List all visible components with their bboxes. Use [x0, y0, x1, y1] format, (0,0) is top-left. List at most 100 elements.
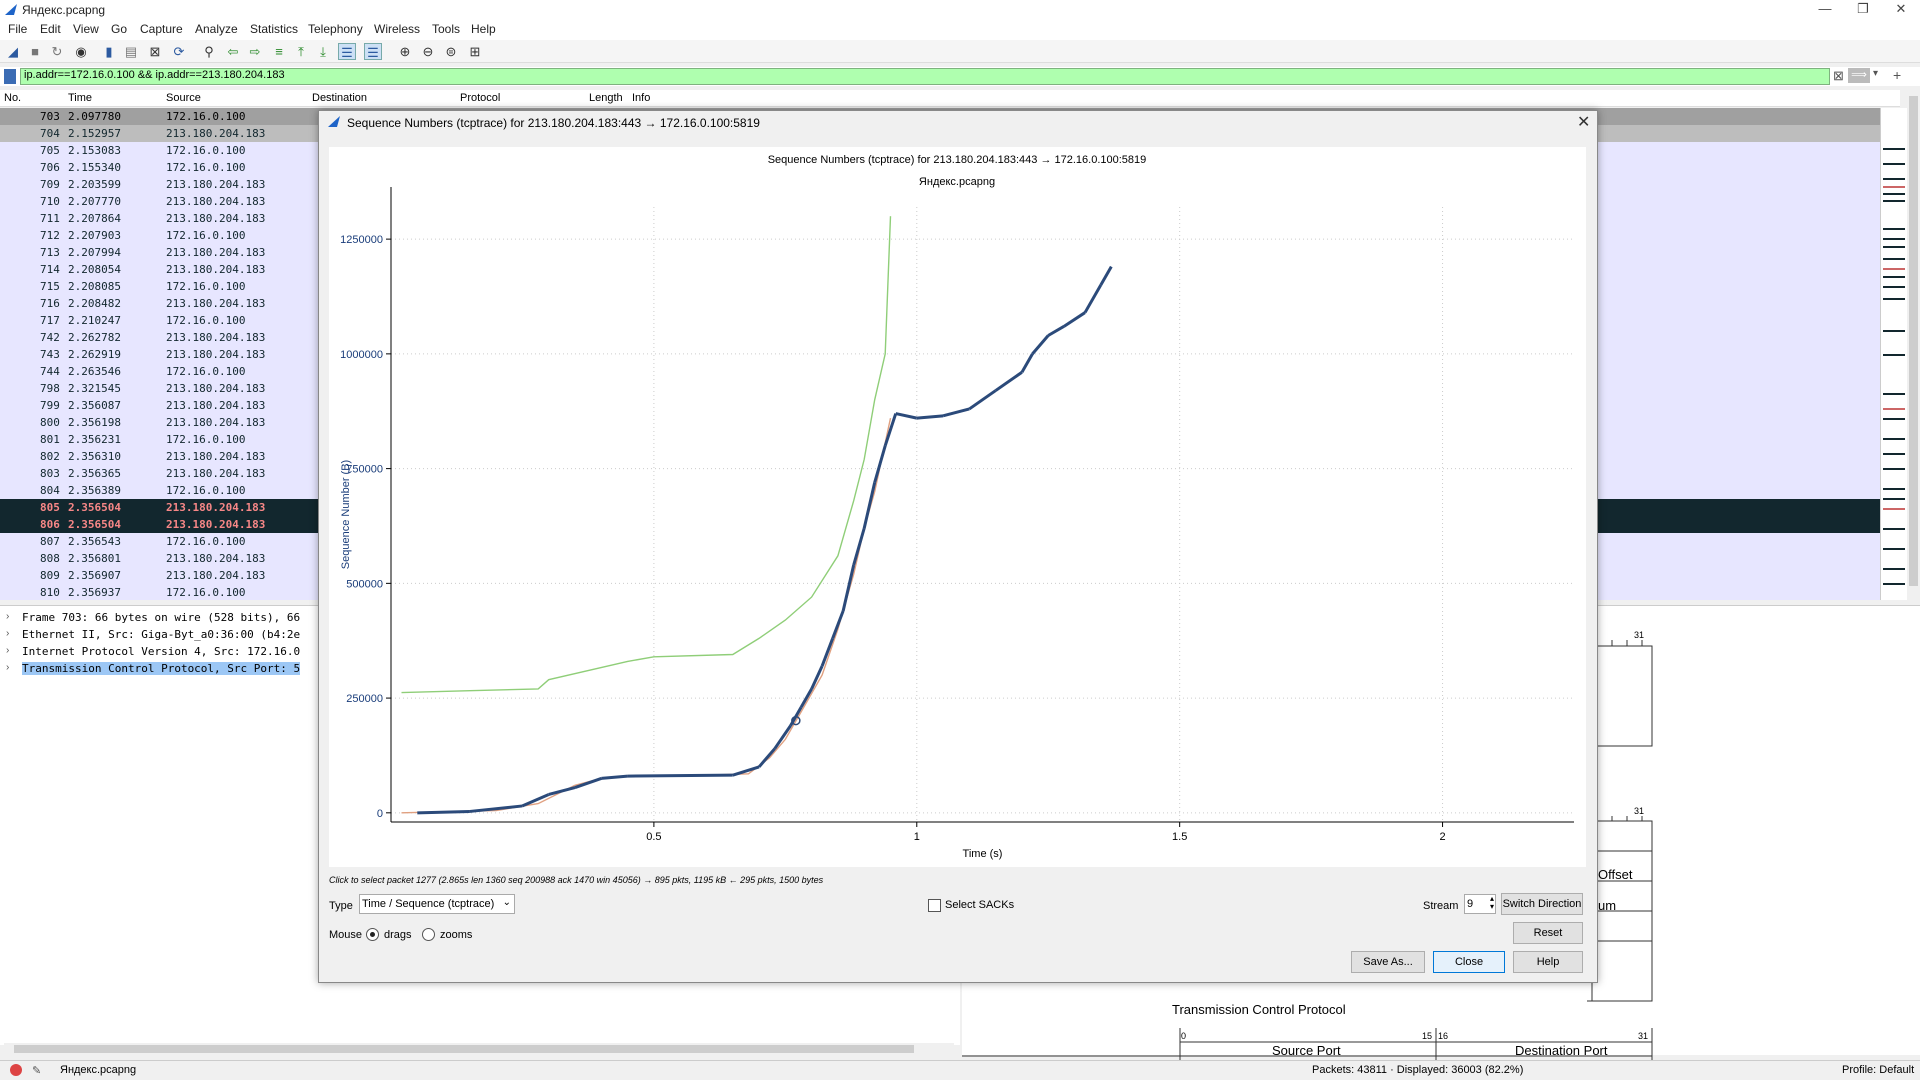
segment-mark[interactable] [883, 413, 898, 447]
menu-go[interactable]: Go [111, 22, 128, 36]
segment-mark[interactable] [1031, 334, 1050, 355]
hscroll-thumb[interactable] [14, 1045, 914, 1053]
segment-mark[interactable] [873, 445, 887, 483]
detail-ip[interactable]: Internet Protocol Version 4, Src: 172.16… [22, 645, 301, 658]
segment-mark[interactable] [852, 527, 866, 566]
dialog-close-icon[interactable]: ✕ [1577, 114, 1591, 131]
start-capture-icon[interactable]: ◢ [8, 44, 18, 59]
zoom-out-icon[interactable]: ⊖ [422, 44, 434, 59]
expand-arrow-icon[interactable]: › [6, 611, 10, 622]
segment-mark[interactable] [1083, 284, 1103, 314]
first-packet-icon[interactable]: ⤒ [298, 44, 304, 59]
segment-mark[interactable] [757, 747, 776, 768]
close-button[interactable]: Close [1433, 951, 1505, 973]
go-back-icon[interactable]: ⇦ [227, 44, 239, 59]
restore-icon[interactable]: ❐ [1857, 1, 1869, 16]
go-to-packet-icon[interactable]: ≡ [275, 44, 283, 59]
segment-mark[interactable] [521, 793, 550, 808]
menu-analyze[interactable]: Analyze [195, 22, 238, 36]
packet-list-scrollbar[interactable] [1907, 90, 1920, 600]
col-info[interactable]: Info [632, 92, 651, 104]
filter-history-icon[interactable]: ▾ [1873, 68, 1879, 79]
segment-mark[interactable] [968, 389, 997, 411]
save-file-icon[interactable]: ▤ [124, 44, 138, 59]
segment-mark[interactable] [841, 564, 856, 612]
packet-minimap[interactable] [1880, 108, 1907, 600]
segment-mark[interactable] [773, 724, 792, 750]
menu-telephony[interactable]: Telephony [308, 22, 363, 36]
detail-ethernet[interactable]: Ethernet II, Src: Giga-Byt_a0:36:00 (b4:… [22, 628, 301, 641]
last-packet-icon[interactable]: ⤓ [320, 44, 326, 59]
segment-mark[interactable] [831, 610, 845, 639]
zoom-normal-icon[interactable]: ⊜ [445, 44, 457, 59]
edit-comment-icon[interactable]: ✎ [32, 1065, 42, 1077]
find-packet-icon[interactable]: ⚲ [204, 44, 214, 59]
capture-options-icon[interactable]: ◉ [75, 44, 87, 59]
selected-packet-marker[interactable] [791, 715, 801, 726]
add-filter-button-icon[interactable]: + [1893, 67, 1902, 83]
segment-mark[interactable] [1047, 325, 1065, 337]
col-protocol[interactable]: Protocol [460, 92, 501, 104]
segment-mark[interactable] [820, 637, 835, 667]
menu-tools[interactable]: Tools [432, 22, 461, 36]
col-length[interactable]: Length [589, 92, 623, 104]
menu-wireless[interactable]: Wireless [374, 22, 421, 36]
menu-view[interactable]: View [73, 22, 99, 36]
stream-spinbox[interactable]: 9 ▴ ▾ [1464, 894, 1496, 914]
status-profile[interactable]: Profile: Default [1842, 1064, 1915, 1076]
save-as-button[interactable]: Save As... [1351, 951, 1425, 973]
colorize-icon[interactable]: ☰ [364, 43, 382, 60]
help-button[interactable]: Help [1513, 951, 1583, 973]
segment-mark[interactable] [574, 776, 602, 789]
segment-mark[interactable] [469, 804, 523, 813]
segment-mark[interactable] [994, 370, 1023, 392]
stop-capture-icon[interactable]: ■ [31, 44, 39, 59]
segment-mark[interactable] [810, 665, 824, 690]
drags-radio[interactable] [366, 928, 379, 941]
zooms-radio[interactable] [422, 928, 435, 941]
resize-columns-icon[interactable]: ⊞ [469, 44, 481, 59]
scrollbar-thumb[interactable] [1909, 96, 1918, 586]
clear-filter-icon[interactable]: ⊠ [1833, 68, 1844, 83]
expand-arrow-icon[interactable]: › [6, 662, 10, 673]
spin-down-icon[interactable]: ▾ [1489, 902, 1494, 911]
segment-mark[interactable] [799, 688, 813, 709]
menu-statistics[interactable]: Statistics [250, 22, 299, 36]
reset-button[interactable]: Reset [1513, 922, 1583, 944]
segment-mark[interactable] [1063, 311, 1086, 328]
col-no[interactable]: No. [4, 92, 22, 104]
restart-capture-icon[interactable]: ↻ [51, 44, 63, 59]
details-hscrollbar[interactable] [4, 1043, 954, 1055]
autoscroll-icon[interactable]: ☰ [338, 43, 356, 60]
plot-svg[interactable]: Sequence Numbers (tcptrace) for 213.180.… [329, 147, 1586, 867]
menu-capture[interactable]: Capture [140, 22, 183, 36]
col-destination[interactable]: Destination [312, 92, 368, 104]
segment-mark[interactable] [1020, 353, 1034, 373]
menu-edit[interactable]: Edit [40, 22, 61, 36]
detail-tcp[interactable]: Transmission Control Protocol, Src Port:… [22, 662, 301, 675]
col-time[interactable]: Time [68, 92, 93, 104]
minimize-icon[interactable]: — [1818, 1, 1832, 16]
bookmark-icon[interactable] [4, 69, 16, 84]
menu-file[interactable]: File [8, 22, 28, 36]
segment-mark[interactable] [601, 774, 628, 780]
segment-mark[interactable] [732, 765, 760, 777]
expert-info-icon[interactable] [10, 1064, 22, 1076]
close-window-icon[interactable]: ✕ [1895, 1, 1907, 16]
segment-mark[interactable] [942, 407, 970, 418]
type-select[interactable]: Time / Sequence (tcptrace) ⌄ [359, 894, 515, 914]
segment-mark[interactable] [1099, 265, 1113, 286]
display-filter-input[interactable]: ip.addr==172.16.0.100 && ip.addr==213.18… [20, 68, 1830, 85]
go-forward-icon[interactable]: ⇨ [249, 44, 261, 59]
select-sacks-checkbox[interactable] [928, 899, 941, 912]
col-source[interactable]: Source [166, 92, 201, 104]
switch-direction-button[interactable]: Switch Direction [1501, 893, 1583, 915]
segment-mark[interactable] [862, 482, 877, 529]
segment-mark[interactable] [417, 809, 470, 815]
detail-frame[interactable]: Frame 703: 66 bytes on wire (528 bits), … [22, 611, 301, 624]
reload-file-icon[interactable]: ⟳ [173, 44, 185, 59]
open-file-icon[interactable]: ▮ [105, 44, 113, 59]
apply-filter-icon[interactable]: ⟹ [1848, 68, 1870, 83]
expand-arrow-icon[interactable]: › [6, 628, 10, 639]
menu-help[interactable]: Help [471, 22, 496, 36]
